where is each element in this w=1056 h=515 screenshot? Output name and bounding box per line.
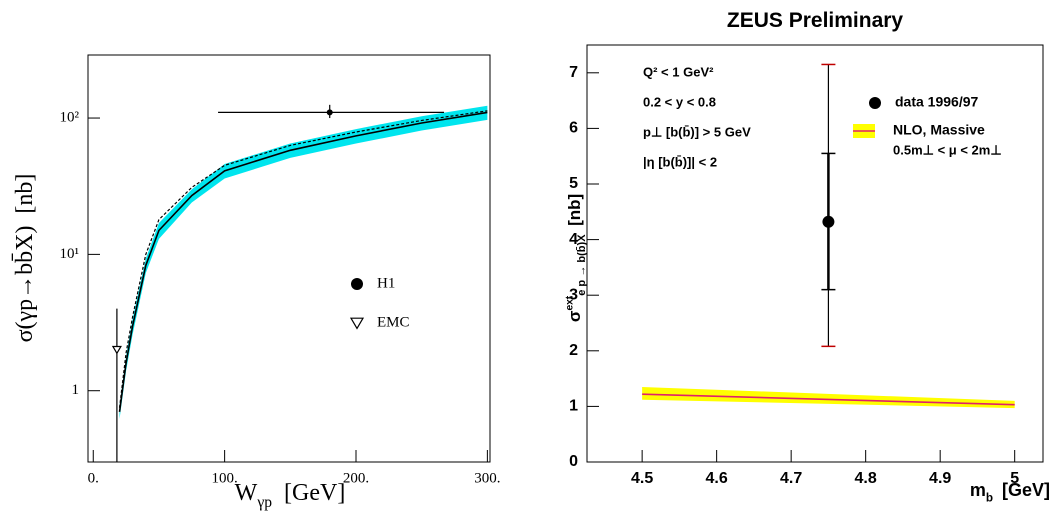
legend-label: NLO, Massive: [893, 122, 985, 138]
x-tick-label: 4.7: [780, 470, 802, 487]
axis-label: Wγp [GeV]: [235, 480, 346, 511]
label-sub: e p → b(b̄)X: [576, 234, 588, 296]
y-tick-label: 10²: [60, 109, 80, 125]
y-tick-label: 4: [569, 231, 578, 248]
point: [111, 345, 122, 355]
band: [119, 105, 488, 420]
point: [351, 278, 363, 290]
x-tick-label: 100.: [212, 470, 238, 486]
legend-note: 0.5m⊥ < μ < 2m⊥: [893, 142, 1002, 157]
legend-label: EMC: [377, 314, 410, 330]
point: [326, 109, 333, 116]
x-tick-label: 0.: [88, 470, 99, 486]
annotation: p⊥ [b(b̄)] > 5 GeV: [643, 124, 751, 139]
label-main: m: [970, 480, 986, 500]
y-tick-label: 10¹: [60, 246, 80, 262]
axis-label: σexte p → b(b̄)X [nb]: [564, 194, 588, 322]
x-tick-label: 4.6: [706, 470, 728, 487]
label-main: σ: [565, 310, 584, 322]
label-unit: [nb]: [12, 174, 38, 214]
legend-label: H1: [377, 275, 395, 291]
y-tick-label: 5: [569, 175, 578, 192]
axis-label: mb [GeV]: [970, 480, 1050, 504]
x-tick-label: 4.9: [929, 470, 951, 487]
label-sub: γp: [256, 494, 272, 511]
point: [349, 317, 365, 330]
y-tick-label: 0: [569, 453, 578, 470]
y-tick-label: 6: [569, 120, 578, 137]
y-tick-label: 1: [72, 382, 80, 398]
label-main: σ(γp→bb̄X): [12, 226, 38, 343]
x-tick-label: 200.: [343, 470, 369, 486]
x-tick-label: 4.8: [855, 470, 877, 487]
y-tick-label: 2: [569, 342, 578, 359]
y-tick-label: 3: [569, 286, 578, 303]
x-tick-label: 4.5: [631, 470, 653, 487]
plot-frame: [87, 54, 491, 463]
plot-area: [111, 104, 488, 462]
plot-area: [642, 63, 1015, 409]
x-tick-label: 300.: [474, 470, 500, 486]
label-sub: b: [986, 491, 993, 504]
chart: 0. 100. 200. 300. 1 10¹ 10² H1 EMC Wγp [GeV] σ(γp→b…: [12, 54, 500, 511]
legend-label: data 1996/97: [895, 94, 978, 110]
band: [642, 386, 1015, 409]
curve: [118, 110, 488, 408]
y-tick-label: 1: [569, 398, 578, 415]
label-unit: [GeV]: [1002, 480, 1050, 500]
label-main: W: [235, 480, 258, 506]
curve: [118, 111, 488, 412]
label-unit: [GeV]: [284, 480, 345, 506]
label-sup: ext: [564, 295, 575, 310]
annotation: Q² < 1 GeV²: [643, 64, 714, 79]
curve: [642, 393, 1015, 406]
plot-frame: [586, 44, 1044, 463]
point: [822, 215, 835, 228]
label-unit: [nb]: [565, 194, 584, 226]
annotation: 0.2 < y < 0.8: [643, 94, 716, 109]
x-tick-label: 5: [1010, 470, 1019, 487]
chart: ZEUS Preliminary 4.5 4.6 4.7 4.8 4.9 5 0 1 2 3 4 5 6 7…: [564, 9, 1050, 504]
axis-label: σ(γp→bb̄X) [nb]: [12, 174, 38, 343]
annotation: |η [b(b̄)]| < 2: [643, 154, 717, 169]
chart-title: ZEUS Preliminary: [727, 9, 904, 32]
y-tick-label: 7: [569, 64, 578, 81]
point: [869, 97, 881, 109]
